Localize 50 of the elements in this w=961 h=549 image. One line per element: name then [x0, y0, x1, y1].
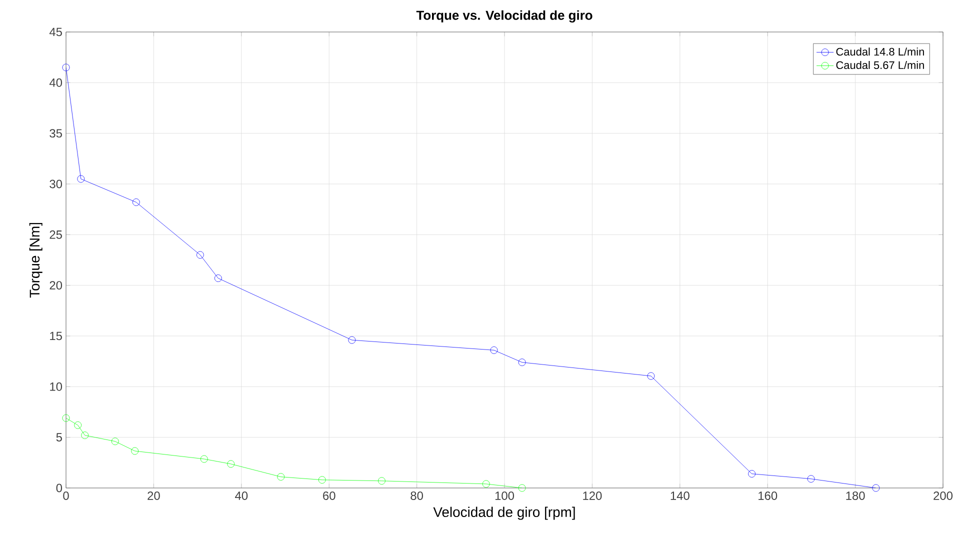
- point: [748, 470, 756, 478]
- x-tick-label: 120: [583, 492, 602, 500]
- point: [277, 473, 285, 481]
- x-tick-label: 80: [410, 492, 423, 500]
- y-axis-title: Torque [Nm]: [29, 223, 42, 298]
- point: [872, 484, 880, 492]
- x-tick-label: 100: [495, 492, 514, 500]
- point: [62, 414, 70, 422]
- y-tick-label: 25: [50, 230, 62, 239]
- point: [227, 460, 235, 468]
- y-tick-label: 20: [50, 281, 62, 290]
- point: [62, 64, 70, 72]
- x-tick-label: 160: [758, 492, 778, 500]
- legend-label: Caudal 14.8 L/min: [836, 48, 924, 56]
- point: [647, 372, 655, 380]
- chart-title: Torque vs. Velocidad de giro: [416, 10, 592, 22]
- point: [74, 421, 82, 429]
- point: [214, 274, 222, 282]
- point: [348, 336, 356, 344]
- point: [196, 251, 204, 259]
- x-tick-label: 200: [934, 492, 953, 500]
- x-tick-label: 180: [846, 492, 865, 500]
- x-axis-title: Velocidad de giro [rpm]: [433, 506, 575, 520]
- point: [518, 358, 526, 366]
- point: [482, 480, 490, 488]
- point: [77, 175, 85, 183]
- x-tick-label: 140: [670, 492, 690, 500]
- x-tick-label: 40: [235, 492, 248, 500]
- point: [132, 198, 140, 206]
- y-tick-label: 15: [50, 332, 62, 340]
- point: [111, 438, 119, 446]
- y-tick-label: 0: [56, 484, 62, 492]
- y-tick-label: 45: [49, 28, 62, 36]
- point: [131, 447, 139, 455]
- y-tick-label: 35: [50, 129, 62, 138]
- point: [518, 484, 526, 492]
- point: [200, 455, 208, 463]
- x-tick-label: 0: [63, 492, 69, 500]
- y-tick-label: 5: [56, 433, 62, 442]
- x-tick-label: 60: [323, 492, 336, 500]
- y-tick-label: 30: [50, 180, 62, 188]
- y-tick-label: 40: [49, 78, 62, 87]
- point: [807, 475, 815, 483]
- point: [81, 432, 89, 439]
- point: [490, 346, 498, 354]
- legend-label: Caudal 5.67 L/min: [836, 60, 924, 70]
- y-tick-label: 10: [50, 382, 62, 391]
- x-tick-label: 20: [148, 492, 160, 500]
- point: [378, 477, 386, 485]
- point: [318, 476, 326, 484]
